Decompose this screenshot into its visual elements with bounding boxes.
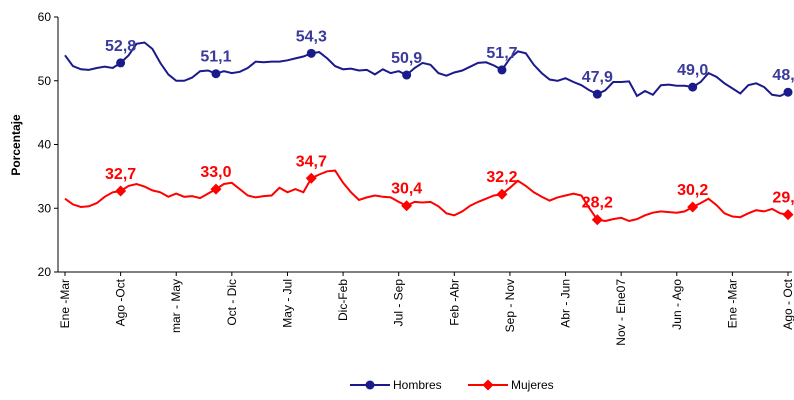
data-label: 54,3 (296, 28, 327, 45)
x-tick-label: Sep - Nov (503, 279, 517, 332)
x-tick-label: Nov - Ene07 (614, 279, 628, 346)
y-axis-title: Porcentaje (9, 114, 23, 176)
point (116, 58, 126, 68)
point (688, 82, 698, 92)
point (306, 48, 316, 58)
data-label: 48,2 (772, 67, 794, 84)
point (592, 89, 602, 99)
x-tick-label: Feb -Abr (447, 279, 461, 326)
data-label: 49,0 (677, 62, 708, 79)
y-tick-label: 30 (38, 201, 52, 215)
point (496, 188, 508, 200)
point (482, 379, 494, 391)
point (115, 185, 127, 197)
y-tick-label: 20 (38, 265, 52, 279)
data-label: 30,4 (391, 181, 422, 198)
data-label: 28,2 (582, 195, 613, 212)
point (782, 209, 794, 221)
point (497, 65, 507, 75)
x-tick-label: Jul - Sep (392, 279, 406, 327)
x-tick-label: Oct - Dic (225, 279, 239, 326)
data-label: 33,0 (200, 164, 231, 181)
series-line (64, 41, 789, 98)
data-label: 51,7 (486, 45, 517, 62)
point (305, 172, 317, 184)
data-label: 52,8 (105, 38, 136, 55)
data-label: 30,2 (677, 182, 708, 199)
point (401, 200, 413, 212)
data-label: 32,7 (105, 166, 136, 183)
point (210, 183, 222, 195)
point (402, 70, 412, 80)
x-tick-label: Ene -Mar (58, 279, 72, 328)
point (591, 214, 603, 226)
data-label: 34,7 (296, 153, 327, 170)
point (687, 201, 699, 213)
x-tick-label: Jun - Ago (670, 279, 684, 330)
series-line (64, 169, 789, 223)
data-label: 47,9 (582, 69, 613, 86)
x-tick-label: Abr - Jun (559, 279, 573, 328)
data-label: 29,0 (772, 190, 794, 207)
point (783, 87, 793, 97)
data-label: 51,1 (200, 49, 231, 66)
legend-label: Hombres (393, 378, 442, 392)
data-label: 50,9 (391, 50, 422, 67)
y-tick-label: 50 (38, 74, 52, 88)
data-label: 32,2 (486, 169, 517, 186)
x-tick-label: May - Jul (280, 279, 294, 328)
x-tick-label: mar - May (169, 279, 183, 333)
x-tick-label: Ago -Oct (114, 278, 128, 326)
y-tick-label: 60 (38, 10, 52, 24)
x-tick-label: Ene -Mar (725, 279, 739, 328)
x-tick-label: Dic-Feb (336, 279, 350, 321)
y-tick-label: 40 (38, 138, 52, 152)
x-tick-label: Ago - Oct (781, 278, 794, 329)
point (211, 69, 221, 79)
legend-label: Mujeres (511, 378, 554, 392)
point (365, 380, 375, 390)
